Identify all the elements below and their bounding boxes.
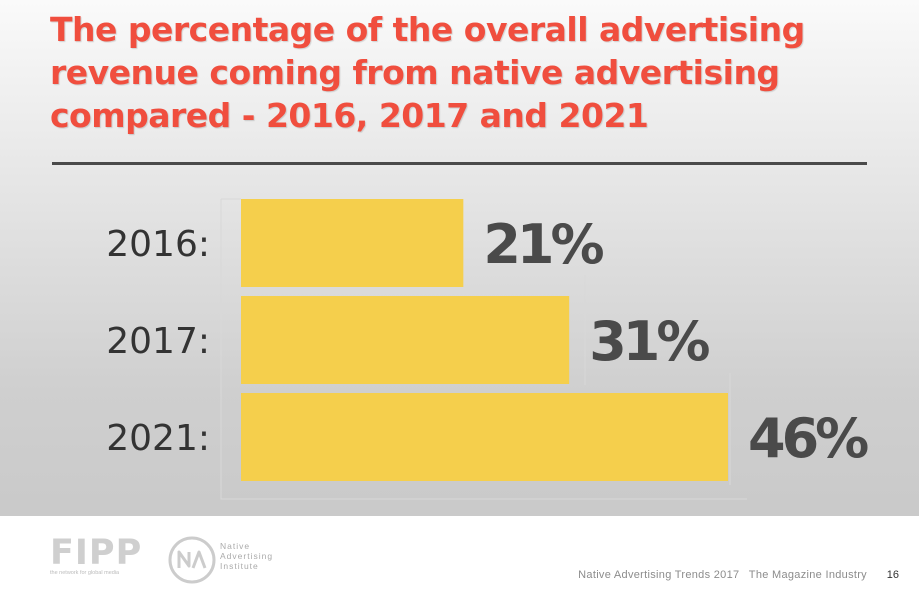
- fipp-logo-text: FIPP: [50, 533, 143, 573]
- data-label-2017: 31%: [589, 310, 709, 373]
- fipp-tagline: the network for global media: [50, 570, 120, 576]
- category-label-2021: 2021:: [106, 418, 210, 459]
- category-labels: 2016: 2017: 2021:: [106, 224, 210, 459]
- data-labels: 21% 31% 46%: [483, 213, 872, 470]
- category-label-2016: 2016:: [106, 224, 210, 265]
- chart-frame-line: [220, 198, 747, 500]
- page-title: The percentage of the overall advertisin…: [50, 10, 805, 135]
- nai-logo-line: Advertising: [220, 551, 274, 561]
- nai-logo-line: Institute: [220, 561, 259, 571]
- bar-2017: [241, 296, 570, 384]
- bar-2021: [241, 393, 728, 481]
- report-subtitle: The Magazine Industry: [748, 569, 867, 581]
- nai-logo-line: Native: [220, 541, 251, 551]
- category-label-2017: 2017:: [106, 321, 210, 362]
- footer-note: Native Advertising Trends 2017 The Magaz…: [572, 569, 867, 581]
- chart-frame: [220, 198, 747, 500]
- data-label-2016: 21%: [483, 213, 603, 276]
- bar-chart: 2016: 2017: 2021: 21% 31% 46%: [106, 198, 872, 500]
- report-title: Native Advertising Trends 2017: [578, 569, 740, 581]
- nai-logo-text: Native Advertising Institute: [220, 541, 273, 571]
- page-number: 16: [886, 569, 899, 581]
- bar-2016: [241, 199, 464, 287]
- nai-emblem-icon: [168, 536, 216, 584]
- bars: [241, 199, 728, 481]
- nai-logo: Native Advertising Institute: [168, 536, 308, 584]
- footer: FIPP the network for global media Native…: [0, 516, 919, 601]
- data-label-2021: 46%: [748, 407, 868, 470]
- fipp-logo: FIPP the network for global media: [50, 536, 141, 578]
- title-divider: [52, 162, 867, 165]
